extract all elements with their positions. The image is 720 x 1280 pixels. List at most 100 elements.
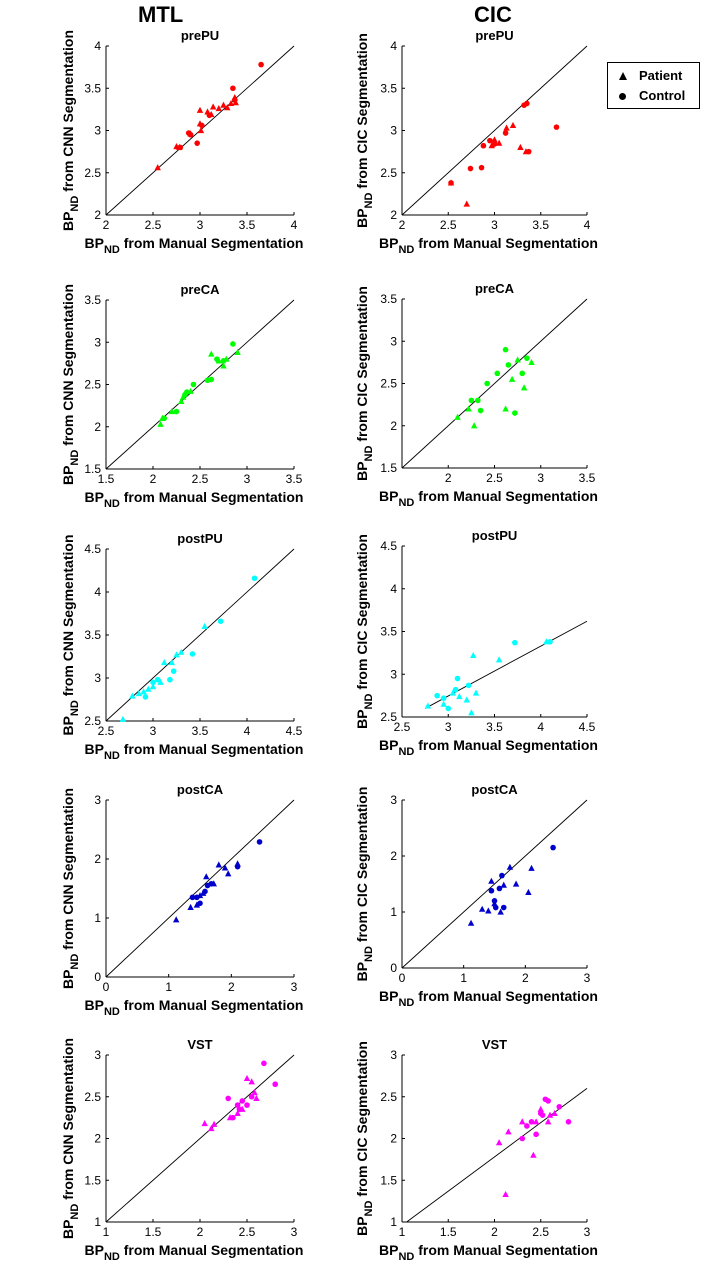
data-point-control [556,1103,563,1110]
x-axis-label: BPND from Manual Segmentation [379,1242,598,1263]
x-tick-label: 4 [291,218,298,232]
identity-line [401,298,588,469]
y-tick-label: 2 [94,208,101,222]
data-point-patient [129,692,136,699]
data-point-control [234,863,241,870]
data-point-patient [537,1105,544,1112]
data-point-control [189,894,196,901]
data-point-control [142,694,149,700]
data-point-patient [215,105,222,112]
y-tick-label: 1.5 [84,1173,101,1187]
identity-line [105,548,295,722]
data-point-patient [497,908,504,915]
y-tick-label: 1 [390,905,397,919]
y-tick-label: 3 [390,667,397,681]
data-point-patient [157,678,164,685]
data-point-patient [161,659,168,666]
x-tick-label: 1.5 [145,1225,162,1239]
data-point-control [477,407,484,414]
data-point-control [565,1119,572,1125]
data-point-control [236,1106,243,1113]
data-point-patient [502,1190,509,1198]
x-axis-label: BPND from Manual Segmentation [85,741,304,762]
identity-line [401,45,588,216]
x-tick-label: 3 [584,1225,591,1239]
data-point-control [184,389,190,395]
data-point-patient [472,689,480,696]
x-tick-label: 3.5 [579,471,596,485]
x-tick-label: 4 [244,724,251,738]
data-point-control [528,1119,535,1125]
y-axis-label: BPND from CNN Segmentation [60,788,81,989]
data-point-patient [234,348,241,355]
chart-title: prePU [475,28,513,43]
data-point-patient [209,103,217,110]
data-point-control [220,358,227,364]
x-tick-label: 1.5 [98,472,115,486]
x-tick-label: 2.5 [239,1225,256,1239]
data-point-patient [154,164,161,171]
data-point-control [525,148,532,155]
data-point-patient [551,1109,558,1117]
x-tick-label: 3 [537,471,544,485]
data-point-control [491,141,498,147]
data-point-patient [500,881,507,888]
data-point-patient [491,136,498,143]
y-tick-label: 2.5 [84,378,101,392]
x-axis-label: BPND from Manual Segmentation [85,997,304,1018]
chart-panel-cic-prepu: 2 2.5 3 3.5 4 2 2.5 3 3.5 4 prePU BPND from Manual … [354,28,598,256]
y-tick-label: 1.5 [84,462,101,476]
chart-panel-mtl-postca: 0 1 2 3 0 1 2 3 postCA BPND from Manual Segmentat… [60,782,303,1018]
data-point-control [208,880,215,887]
data-point-control [187,131,194,138]
data-point-patient [488,877,495,884]
data-point-control [468,397,475,404]
data-point-control [194,894,200,901]
data-point-control [487,137,493,144]
y-tick-label: 2 [390,849,397,863]
y-tick-label: 3 [94,124,101,138]
y-tick-label: 2.5 [380,710,397,724]
data-point-control [217,618,224,625]
x-tick-label: 2 [491,1225,498,1239]
data-point-patient [227,99,235,107]
x-tick-label: 4.5 [579,720,596,734]
y-tick-label: 2.5 [380,1090,397,1104]
x-tick-label: 3.5 [286,472,303,486]
legend-row-control: Control [616,88,685,103]
chart-panel-cic-postca: 0 1 2 3 0 1 2 3 postCA BPND from Manual Segmentat… [354,782,598,1009]
y-axis-label: BPND from CIC Segmentation [354,787,375,982]
data-point-patient [248,1078,255,1085]
y-tick-label: 3 [390,334,397,348]
y-axis-label: BPND from CIC Segmentation [354,286,375,481]
data-point-patient [201,1119,208,1127]
data-point-patient [208,1124,215,1132]
x-tick-label: 1 [399,1225,406,1239]
data-point-control [475,397,481,404]
x-axis-label: BPND from Manual Segmentation [379,737,598,758]
data-point-control [248,1093,255,1100]
x-tick-label: 2 [197,1225,204,1239]
data-point-control [202,888,208,895]
x-tick-label: 2 [445,471,452,485]
data-point-control [519,370,526,377]
x-tick-label: 2.5 [394,720,411,734]
data-point-control [465,682,472,689]
data-point-control [452,686,459,693]
data-point-patient [463,696,470,703]
data-point-patient [201,622,208,629]
data-point-control [547,638,553,645]
data-point-patient [488,142,495,149]
data-point-control [524,1123,530,1129]
data-point-control [512,410,518,416]
x-tick-label: 4.5 [286,724,303,738]
data-point-patient [149,683,157,690]
data-point-control [494,370,501,377]
data-point-control [491,898,498,904]
y-tick-label: 3.5 [380,81,397,95]
data-point-control [154,676,161,683]
y-tick-label: 4 [94,585,101,599]
y-tick-label: 2.5 [84,1090,101,1104]
data-point-patient [178,397,185,404]
data-point-control [231,97,238,103]
